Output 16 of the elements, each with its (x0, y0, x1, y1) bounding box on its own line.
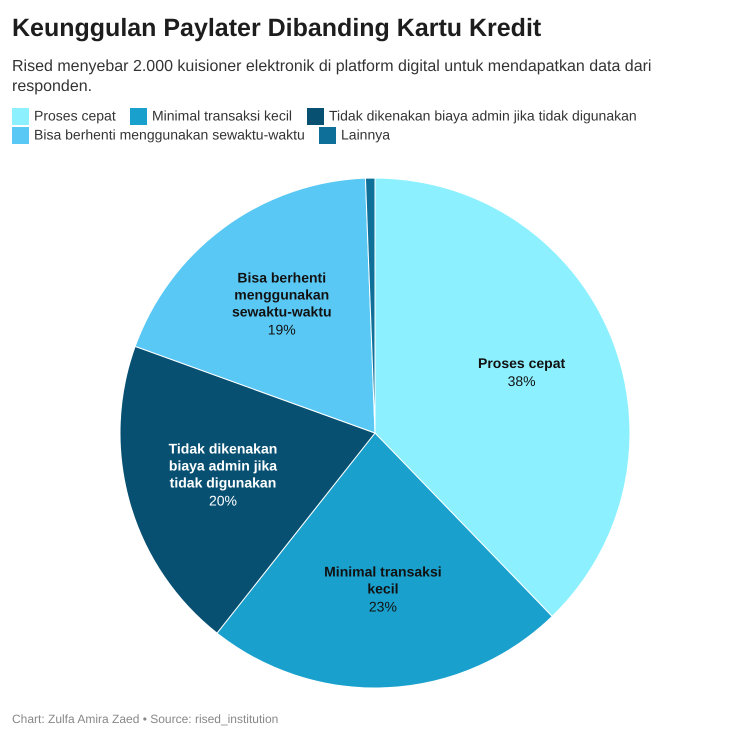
legend-label: Minimal transaksi kecil (152, 108, 292, 124)
text: Chart: Zulfa Amira Zaed • Source: rised_institution (12, 712, 278, 726)
slice-label: Proses cepat (478, 354, 566, 371)
chart-title: Keunggulan Paylater Dibanding Kartu Kredit (12, 14, 542, 42)
slice-label: Tidak dikenakan biaya admin jika tidak digunakan (168, 440, 278, 490)
legend-label: Bisa berhenti menggunakan sewaktu-waktu (34, 126, 305, 142)
slice-label: Minimal transaksi kecil (324, 563, 442, 596)
legend-label: Tidak dikenakan biaya admin jika tidak digunakan (329, 108, 637, 124)
chart-subtitle: Rised menyebar 2.000 kuisioner elektronik di platform digital untuk mendapatkan data dari responden. (12, 58, 652, 95)
data-label: 19% (268, 321, 296, 338)
legend-label: Proses cepat (34, 108, 116, 124)
slice-label: Bisa berhenti menggunakan sewaktu-waktu (232, 269, 332, 320)
data-label: 23% (368, 598, 397, 614)
data-label: 20% (208, 492, 237, 508)
legend-label: Lainnya (341, 126, 390, 142)
data-label: 38% (508, 372, 536, 389)
